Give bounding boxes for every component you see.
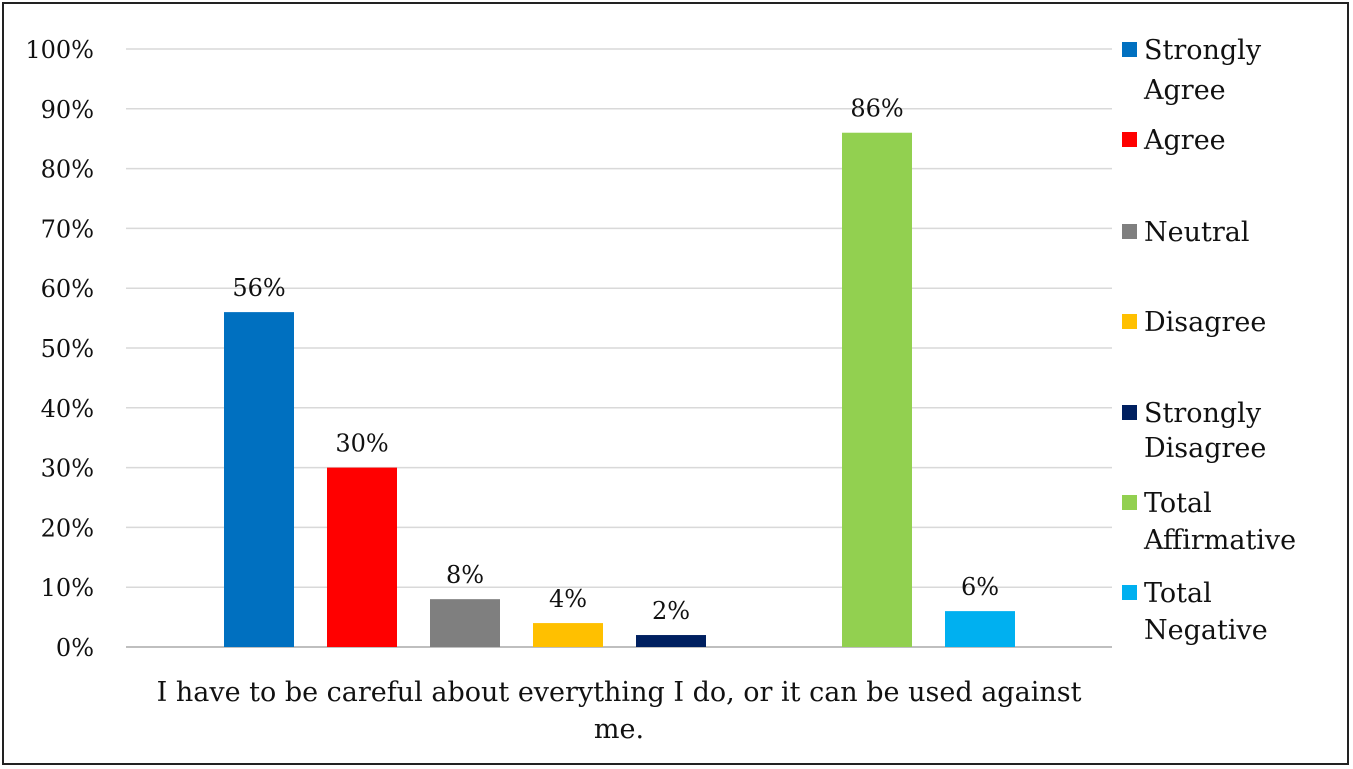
legend-swatch <box>1122 224 1137 239</box>
legend-label: Agree <box>1143 75 1226 106</box>
bar-strongly-disagree <box>636 635 706 647</box>
y-tick-label: 20% <box>41 514 94 542</box>
legend-label: Strongly <box>1144 398 1262 429</box>
legend-label: Neutral <box>1144 217 1249 248</box>
data-label: 30% <box>335 430 388 458</box>
bar-total-negative <box>945 611 1015 647</box>
legend-swatch <box>1122 42 1137 57</box>
legend-label: Negative <box>1144 615 1268 646</box>
bar-strongly-agree <box>224 312 294 647</box>
legend-label: Agree <box>1143 125 1226 156</box>
legend-swatch <box>1122 405 1137 420</box>
y-tick-label: 0% <box>56 634 94 662</box>
bar-disagree <box>533 623 603 647</box>
bar-total-affirmative <box>842 132 912 648</box>
legend-label: Total <box>1144 488 1212 519</box>
data-label: 2% <box>652 597 690 625</box>
y-tick-label: 70% <box>41 215 94 243</box>
y-tick-label: 90% <box>41 96 94 124</box>
x-category-label: I have to be careful about everything I … <box>157 677 1082 708</box>
bar-chart: 0% 10% 20% 30% 40% 50% 60% 70% 80% 90% 100% 56% 30% 8… <box>25 35 1296 745</box>
bar-agree <box>327 467 397 647</box>
data-label: 4% <box>549 585 587 613</box>
y-tick-label: 50% <box>41 335 94 363</box>
legend-swatch <box>1122 585 1137 600</box>
legend-swatch <box>1122 132 1137 147</box>
y-tick-label: 60% <box>41 275 94 303</box>
legend-swatch <box>1122 314 1137 329</box>
y-tick-label: 10% <box>41 574 94 602</box>
data-label: 86% <box>850 95 903 123</box>
legend-label: Strongly <box>1144 35 1262 66</box>
y-tick-label: 30% <box>41 455 94 483</box>
legend-swatch <box>1122 495 1137 510</box>
y-tick-label: 40% <box>41 395 94 423</box>
bar-neutral <box>430 599 500 647</box>
data-label: 56% <box>232 274 285 302</box>
legend-label: Disagree <box>1144 433 1266 464</box>
y-tick-label: 80% <box>41 156 94 184</box>
legend-label: Affirmative <box>1143 525 1296 556</box>
x-category-label: me. <box>594 714 644 745</box>
data-label: 6% <box>961 573 999 601</box>
legend-label: Disagree <box>1144 307 1266 338</box>
legend-label: Total <box>1144 578 1212 609</box>
y-tick-label: 100% <box>25 36 94 64</box>
data-label: 8% <box>446 561 484 589</box>
